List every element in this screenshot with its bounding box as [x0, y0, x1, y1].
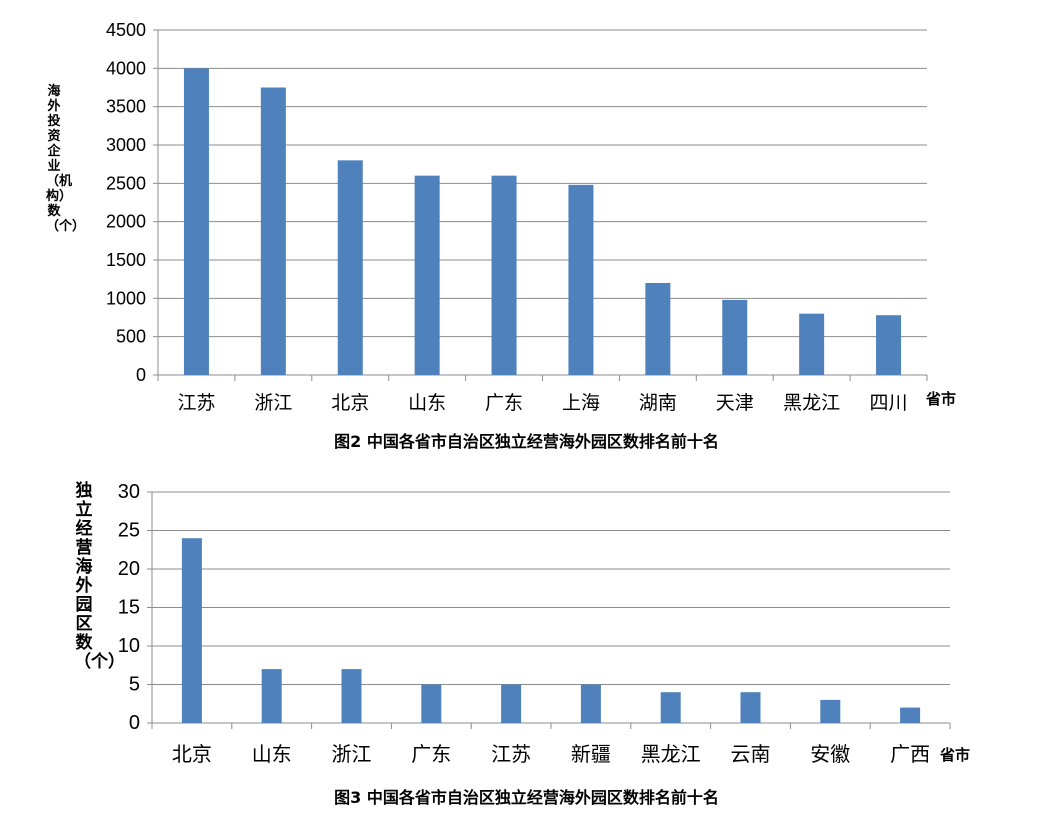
chart-top-bar — [491, 175, 517, 375]
chart-top-bar — [799, 313, 825, 375]
chart-bottom-bar — [501, 684, 522, 723]
chart-top-bar — [645, 283, 671, 375]
chart-top-y-tick-label: 2500 — [106, 173, 146, 193]
chart-bottom-bar — [660, 692, 681, 723]
chart-top-category-label: 湖南 — [639, 392, 677, 414]
chart-top-y-tick-label: 1000 — [106, 288, 146, 308]
chart-top-y-tick-label: 2000 — [106, 212, 146, 232]
chart-top-y-axis-label: 海外投资企业（机构）数（个） — [46, 84, 86, 234]
chart-top-category-label: 天津 — [716, 392, 754, 414]
chart-top-bar — [876, 315, 902, 375]
chart-top-bar — [414, 175, 440, 375]
chart-bottom-bar — [900, 707, 921, 723]
chart-bottom-category-label: 广东 — [411, 742, 451, 766]
chart-top-y-tick-label: 500 — [116, 327, 146, 347]
chart-bottom-caption: 图3 中国各省市自治区独立经营海外园区数排名前十名 — [334, 788, 719, 807]
chart-bottom-bar — [740, 692, 761, 723]
chart-bottom-y-tick-label: 5 — [129, 674, 140, 696]
chart-bottom-y-tick-label: 0 — [129, 712, 140, 734]
chart-bottom-category-label: 北京 — [172, 742, 212, 766]
chart-bottom-y-tick-label: 10 — [118, 635, 140, 657]
chart-bottom-category-label: 江苏 — [491, 742, 531, 766]
chart-top-category-label: 上海 — [562, 392, 600, 414]
chart-top-category-label: 黑龙江 — [783, 392, 840, 414]
chart-bottom-category-label: 黑龙江 — [641, 742, 701, 766]
chart-top-y-tick-label: 4500 — [106, 20, 146, 40]
chart-bottom-bar — [820, 699, 841, 723]
chart-top-y-tick-label: 0 — [136, 365, 146, 385]
chart-bottom-plot: 0 5 10 15 20 25 30 北京 山东 浙江 广东 江苏 新疆 黑龙江 云南 安徽 广西 — [118, 481, 951, 766]
chart-bottom-y-tick-label: 15 — [118, 597, 140, 619]
chart-bottom-bar — [421, 684, 442, 723]
chart-top-x-unit: 省市 — [926, 390, 957, 408]
chart-bottom-y-axis-label: 独立经营海外园区数（个） — [74, 481, 125, 672]
chart-bottom-category-label: 新疆 — [571, 742, 611, 766]
chart-top-y-tick-label: 1500 — [106, 250, 146, 270]
chart-bottom: 0 5 10 15 20 25 30 北京 山东 浙江 广东 江苏 新疆 黑龙江 云南 安徽 广西 独立经营海外… — [0, 460, 1053, 828]
chart-top-y-tick-label: 3500 — [106, 97, 146, 117]
chart-top: 0 500 1000 1500 2000 2500 3000 3500 4000 4500 江苏 浙江… — [46, 20, 957, 451]
chart-top-bar — [568, 184, 594, 375]
chart-bottom-bar — [181, 538, 202, 723]
chart-bottom-bar — [580, 684, 601, 723]
chart-top-category-label: 广东 — [485, 392, 523, 414]
chart-top-category-label: 江苏 — [177, 392, 215, 414]
chart-top-caption: 图2 中国各省市自治区独立经营海外园区数排名前十名 — [334, 432, 719, 451]
chart-top-category-label: 山东 — [408, 392, 446, 414]
chart-bottom-category-label: 云南 — [731, 742, 771, 766]
chart-bottom-category-label: 广西 — [890, 742, 930, 766]
chart-top-category-label: 浙江 — [254, 392, 292, 414]
chart-bottom-y-tick-label: 20 — [118, 558, 140, 580]
chart-bottom-y-tick-label: 25 — [118, 520, 140, 542]
chart-top-category-label: 北京 — [331, 392, 369, 414]
chart-top-plot: 0 500 1000 1500 2000 2500 3000 3500 4000 4500 江苏 浙江… — [106, 20, 928, 414]
chart-top-y-tick-label: 4000 — [106, 58, 146, 78]
chart-bottom-x-unit: 省市 — [940, 746, 971, 764]
chart-bottom-bar — [341, 669, 362, 723]
chart-top-bar — [260, 87, 286, 375]
chart-top-y-tick-label: 3000 — [106, 135, 146, 155]
chart-bottom-category-label: 浙江 — [332, 742, 372, 766]
chart-bottom-bar — [261, 669, 282, 723]
chart-top-bar — [183, 68, 209, 375]
chart-top-bar — [337, 160, 363, 375]
chart-top-bar — [722, 299, 748, 375]
chart-bottom-y-tick-label: 30 — [118, 481, 140, 503]
chart-bottom-category-label: 山东 — [252, 742, 292, 766]
chart-bottom-category-label: 安徽 — [810, 742, 850, 766]
chart-top-category-label: 四川 — [870, 392, 908, 414]
